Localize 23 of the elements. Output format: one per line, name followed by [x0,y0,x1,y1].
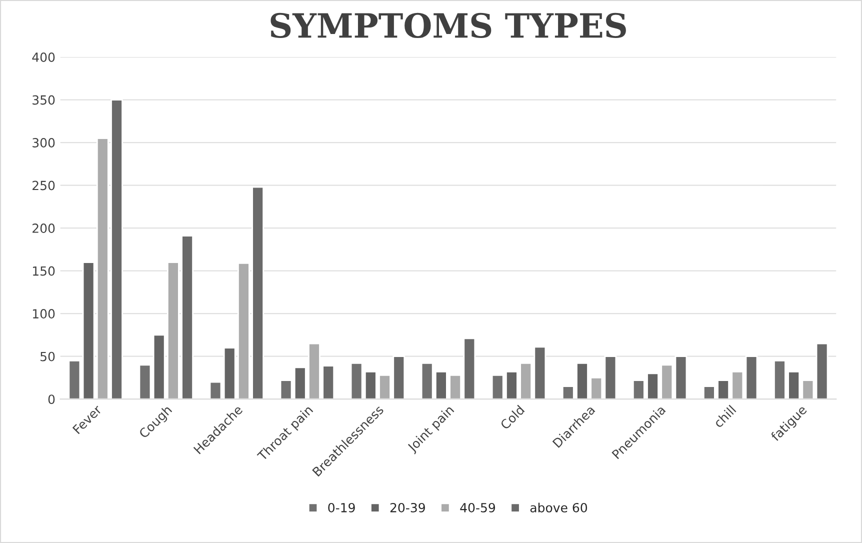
y-tick-label: 50 [40,352,55,362]
y-tick-label: 400 [32,52,55,62]
y-tick-label: 0 [48,394,55,404]
bar [68,360,81,400]
y-tick-label: 350 [32,95,55,105]
legend-label: above 60 [530,502,588,512]
y-tick-label: 150 [32,266,55,276]
bar [138,364,152,400]
legend-label: 40-59 [460,502,496,512]
y-tick-label: 300 [32,138,55,148]
bar [745,356,758,400]
bar [280,380,292,400]
bar [604,356,617,400]
y-tick-label: 250 [32,180,55,190]
y-tick-label: 200 [32,224,55,233]
bar [82,262,95,400]
legend-label: 20-39 [390,502,425,512]
bar [209,381,222,400]
chart-title: SYMPTOMS TYPES [270,12,626,38]
y-tick-label: 100 [32,309,55,319]
bar [674,356,688,400]
bar [816,342,828,400]
legend-label: 0-19 [328,502,355,512]
